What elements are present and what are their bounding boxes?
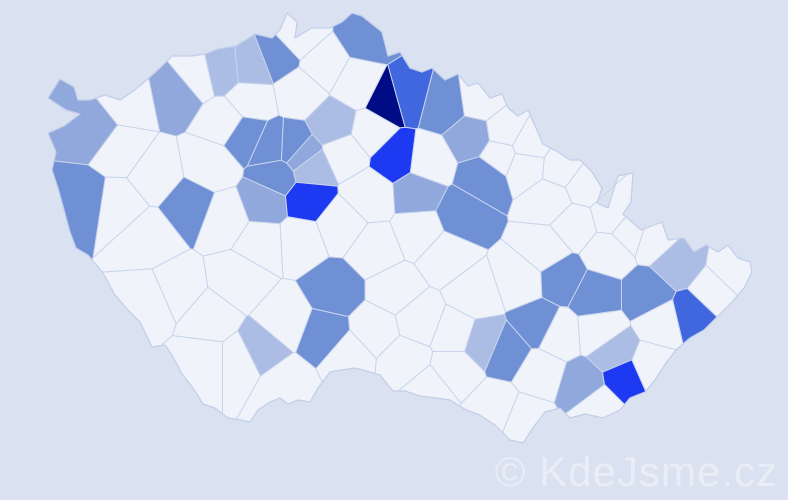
district-shape [160, 335, 223, 415]
district-shape [350, 107, 401, 159]
district-shape [577, 309, 632, 358]
country-outline [47, 12, 753, 444]
district-shape [248, 277, 313, 353]
district-shape [389, 210, 445, 265]
district-shape [429, 303, 476, 352]
district-shape [409, 127, 459, 187]
